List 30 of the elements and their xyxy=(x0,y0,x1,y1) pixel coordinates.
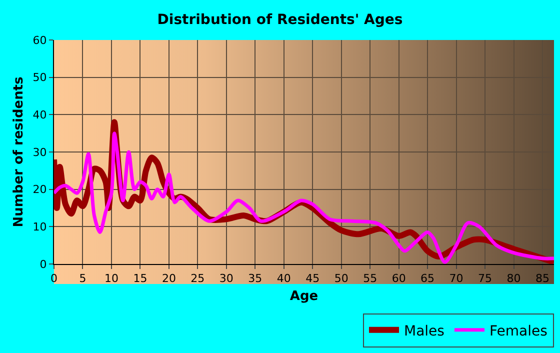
y-tick-label: 60 xyxy=(32,34,47,47)
x-tick-label: 55 xyxy=(363,272,378,286)
x-tick-label: 75 xyxy=(478,272,492,286)
y-tick-label: 10 xyxy=(32,220,47,234)
y-tick-label: 40 xyxy=(32,108,47,122)
y-tick-label: 50 xyxy=(32,71,47,84)
chart-title: Distribution of Residents' Ages xyxy=(157,12,403,28)
x-tick-label: 25 xyxy=(190,272,205,286)
x-tick-label: 0 xyxy=(50,272,58,286)
y-tick-label: 30 xyxy=(32,146,47,159)
legend-label: Females xyxy=(489,323,548,340)
x-tick-label: 35 xyxy=(248,272,262,286)
x-tick-label: 85 xyxy=(536,272,550,286)
x-tick-label: 40 xyxy=(276,272,291,286)
y-tick-label: 20 xyxy=(32,183,47,196)
y-axis-title: Number of residents xyxy=(12,76,27,228)
x-tick-label: 60 xyxy=(392,272,406,286)
y-tick-label: 0 xyxy=(40,258,47,271)
x-axis-title: Age xyxy=(290,288,318,304)
x-tick-label: 80 xyxy=(506,272,521,286)
x-tick-label: 65 xyxy=(420,272,435,286)
legend-label: Males xyxy=(404,323,444,340)
x-tick-label: 5 xyxy=(79,272,86,286)
x-tick-label: 30 xyxy=(219,272,234,286)
x-tick-label: 10 xyxy=(104,272,118,286)
x-tick-label: 50 xyxy=(334,272,348,286)
x-tick-label: 70 xyxy=(449,272,464,286)
x-tick-label: 45 xyxy=(306,272,320,286)
x-tick-label: 15 xyxy=(133,272,148,286)
x-tick-label: 20 xyxy=(162,272,176,286)
